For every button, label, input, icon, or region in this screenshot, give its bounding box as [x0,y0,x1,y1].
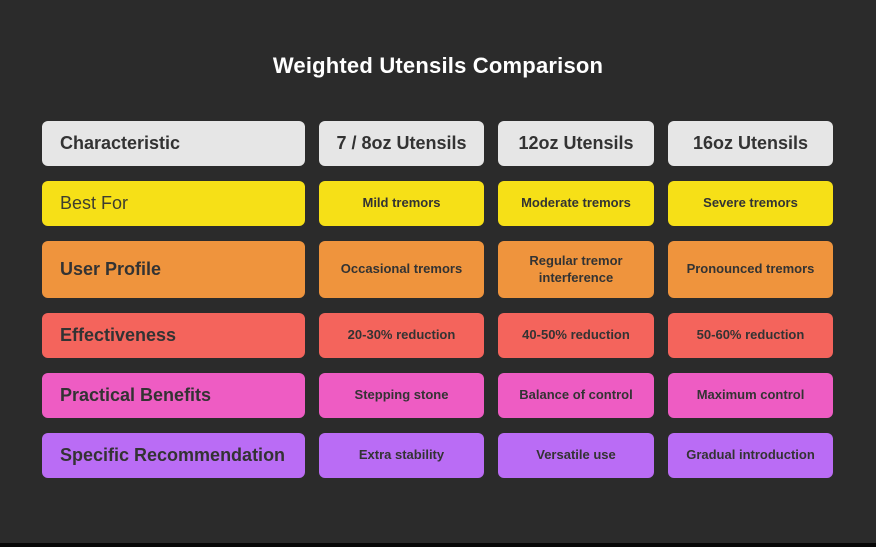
header-cell-characteristic: Characteristic [42,121,305,166]
header-cell-16oz: 16oz Utensils [668,121,833,166]
cell-specific-recommendation-12oz: Versatile use [498,433,654,478]
cell-practical-benefits-16oz: Maximum control [668,373,833,418]
header-cell-7-8oz: 7 / 8oz Utensils [319,121,484,166]
cell-specific-recommendation-16oz: Gradual introduction [668,433,833,478]
cell-specific-recommendation-7-8oz: Extra stability [319,433,484,478]
cell-user-profile-7-8oz: Occasional tremors [319,241,484,298]
row-label-user-profile: User Profile [42,241,305,298]
cell-best-for-12oz: Moderate tremors [498,181,654,226]
cell-practical-benefits-7-8oz: Stepping stone [319,373,484,418]
cell-practical-benefits-12oz: Balance of control [498,373,654,418]
cell-user-profile-12oz: Regular tremor interference [498,241,654,298]
row-label-practical-benefits: Practical Benefits [42,373,305,418]
cell-effectiveness-16oz: 50-60% reduction [668,313,833,358]
bottom-edge-bar [0,543,876,547]
row-label-specific-recommendation: Specific Recommendation [42,433,305,478]
cell-best-for-16oz: Severe tremors [668,181,833,226]
cell-best-for-7-8oz: Mild tremors [319,181,484,226]
comparison-table: Characteristic 7 / 8oz Utensils 12oz Ute… [42,121,833,478]
cell-user-profile-16oz: Pronounced tremors [668,241,833,298]
cell-effectiveness-7-8oz: 20-30% reduction [319,313,484,358]
cell-effectiveness-12oz: 40-50% reduction [498,313,654,358]
header-cell-12oz: 12oz Utensils [498,121,654,166]
row-label-best-for: Best For [42,181,305,226]
page-title: Weighted Utensils Comparison [272,53,604,78]
row-label-effectiveness: Effectiveness [42,313,305,358]
